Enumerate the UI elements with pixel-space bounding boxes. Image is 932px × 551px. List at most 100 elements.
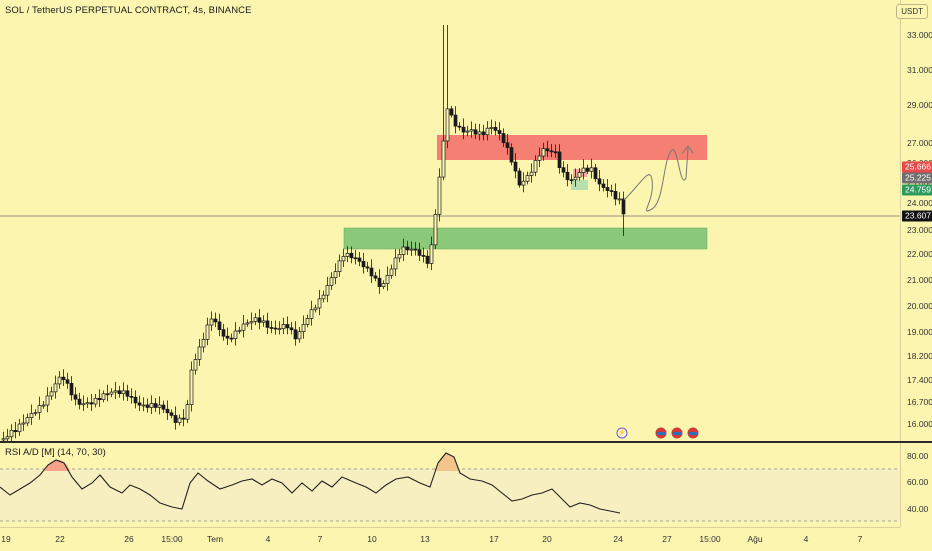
candle-body <box>617 198 622 201</box>
price-tag: 25.225 <box>902 172 932 184</box>
candle-body <box>81 403 86 406</box>
symbol-title[interactable]: SOL / TetherUS PERPETUAL CONTRACT, 4s, B… <box>5 5 252 16</box>
small-demand-box[interactable] <box>571 180 588 190</box>
candle-body <box>241 323 246 331</box>
candle-body <box>301 324 306 333</box>
candle-body <box>29 413 34 419</box>
price-chart-pane[interactable]: SOL / TetherUS PERPETUAL CONTRACT, 4s, B… <box>0 0 900 442</box>
candle-body <box>481 131 486 136</box>
candle-body <box>201 339 206 348</box>
price-tick-label: 22.000 <box>907 249 932 259</box>
rsi-band <box>0 469 900 521</box>
candle-body <box>449 108 454 116</box>
candle-body <box>285 324 290 329</box>
time-tick-label: 26 <box>124 534 134 544</box>
time-tick-label: 15:00 <box>699 534 721 544</box>
price-chart-canvas[interactable] <box>0 0 900 442</box>
time-tick-label: 7 <box>857 534 863 544</box>
candle-body <box>325 285 330 296</box>
candle-body <box>525 175 530 182</box>
time-tick-label: 13 <box>420 534 430 544</box>
candle-body <box>209 318 214 326</box>
candle-body <box>341 256 346 262</box>
flag-icon[interactable] <box>671 427 683 439</box>
price-tick-label: 16.000 <box>907 419 932 429</box>
candles <box>1 25 626 442</box>
rsi-canvas[interactable] <box>0 443 900 527</box>
candle-body <box>109 391 114 395</box>
candle-body <box>181 417 186 420</box>
candle-body <box>265 320 270 328</box>
candle-body <box>353 257 358 260</box>
time-axis[interactable]: 19 22 26 15:00 Tem 4 7 10 13 17 20 24 27 15:00 Ağu 4 7 <box>0 527 900 551</box>
candle-body <box>497 130 502 134</box>
candle-body <box>453 114 458 127</box>
candle-body <box>405 246 410 251</box>
candle-body <box>245 322 250 325</box>
candle-body <box>217 321 222 330</box>
candle-body <box>557 151 562 168</box>
pane-separator[interactable] <box>0 441 932 443</box>
rsi-title[interactable]: RSI A/D [M] (14, 70, 30) <box>5 447 106 458</box>
candle-body <box>269 327 274 329</box>
candle-body <box>389 268 394 276</box>
candle-body <box>9 430 14 438</box>
candle-body <box>613 191 618 200</box>
candle-body <box>397 254 402 259</box>
candle-body <box>357 257 362 262</box>
candle-body <box>393 257 398 270</box>
currency-button[interactable]: USDT <box>896 4 928 19</box>
candle-body <box>461 126 466 133</box>
candle-body <box>541 148 546 157</box>
time-tick-label: Ağu <box>747 534 763 544</box>
candle-body <box>601 183 606 188</box>
lightning-icon[interactable]: ⚡ <box>616 427 628 439</box>
candle-body <box>437 176 442 215</box>
candle-body <box>313 307 318 311</box>
projection-path[interactable] <box>623 147 689 212</box>
candle-body <box>1 438 6 441</box>
candle-body <box>565 171 570 181</box>
candle-body <box>345 252 350 257</box>
time-tick-label: Tem <box>206 534 224 544</box>
candle-body <box>249 321 254 324</box>
candle-body <box>421 255 426 257</box>
candle-body <box>153 403 158 408</box>
candle-body <box>369 267 374 277</box>
candle-body <box>577 172 582 178</box>
time-tick-label: 24 <box>613 534 623 544</box>
price-tick-label: 19.000 <box>907 327 932 337</box>
candle-body <box>401 246 406 255</box>
candle-body <box>593 167 598 180</box>
price-tick-label: 31.000 <box>907 65 932 75</box>
rsi-line[interactable] <box>0 452 621 514</box>
candle-body <box>221 329 226 337</box>
candle-body <box>193 359 198 371</box>
rsi-pane[interactable]: RSI A/D [M] (14, 70, 30) <box>0 443 900 527</box>
candle-body <box>277 328 282 330</box>
candle-body <box>85 402 90 405</box>
candle-body <box>197 346 202 360</box>
candle-body <box>125 390 130 397</box>
candle-body <box>289 327 294 331</box>
candle-body <box>413 248 418 251</box>
candle-body <box>61 376 66 381</box>
candle-body <box>533 160 538 173</box>
candle-body <box>13 430 18 433</box>
candle-body <box>469 129 474 132</box>
candle-body <box>425 255 430 264</box>
candle-body <box>505 142 510 148</box>
candle-body <box>293 329 298 340</box>
supply-zone[interactable] <box>437 135 707 160</box>
price-scale[interactable]: USDT 33.00031.00029.00027.00026.00025.00… <box>896 0 932 442</box>
flag-icon[interactable] <box>655 427 667 439</box>
candle-body <box>121 390 126 395</box>
rsi-scale[interactable]: 80.00 60.00 40.00 <box>900 443 932 527</box>
flag-icon[interactable] <box>687 427 699 439</box>
candle-body <box>45 395 50 406</box>
price-tick-label: 20.000 <box>907 301 932 311</box>
demand-zone[interactable] <box>343 227 708 250</box>
candle-body <box>609 190 614 192</box>
candle-body <box>129 395 134 398</box>
